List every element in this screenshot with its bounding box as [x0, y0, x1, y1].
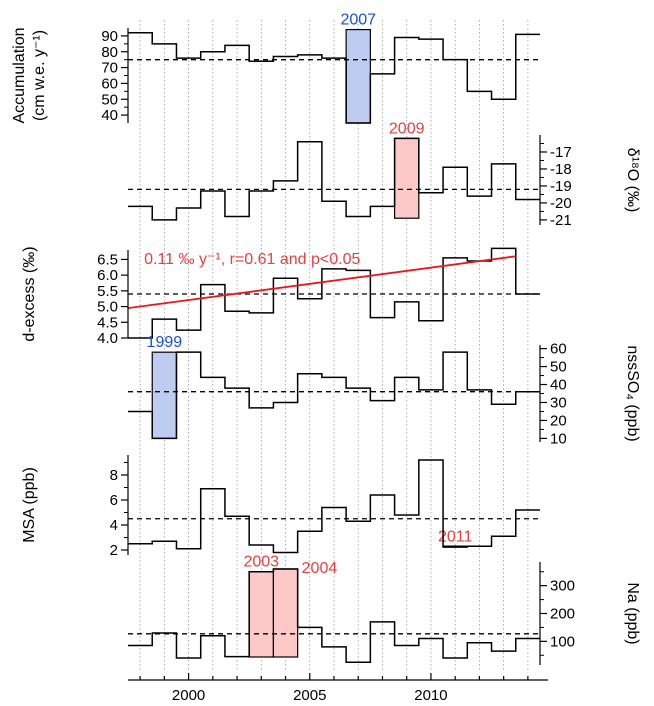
y-tick-label-Na-1: 200	[550, 606, 575, 623]
y-tick-label-d18O-4: -17	[550, 144, 572, 161]
highlight-label-2011: 2011	[438, 528, 473, 545]
series-line-MSA	[128, 459, 540, 554]
y-tick-label-d18O-1: -20	[550, 195, 572, 212]
y-tick-label-nssSO4-2: 30	[550, 394, 567, 411]
y-tick-label-Na-0: 100	[550, 633, 575, 650]
highlight-label-2003: 2003	[243, 554, 279, 571]
y-tick-label-accumulation-3: 70	[101, 60, 118, 77]
panel-d18O: 2009 -21-20-19-18-17 δ¹⁸O (‰)	[128, 120, 641, 229]
y-tick-label-Na-2: 300	[550, 578, 575, 595]
x-tick-label-2005: 2005	[293, 687, 326, 704]
highlight-bar-2007	[345, 28, 371, 124]
highlight-label-1999: 1999	[147, 334, 183, 351]
y-tick-label-dexcess-2: 5.0	[97, 299, 118, 316]
highlight-bar-2009	[393, 137, 420, 219]
y-label-nssSO4: nssSO₄ (ppb)	[624, 345, 641, 441]
y-tick-label-dexcess-3: 5.5	[97, 283, 118, 300]
y-label-Na: Na (ppb)	[624, 582, 641, 644]
highlight-label-2009: 2009	[389, 120, 425, 137]
y-tick-label-dexcess-1: 4.5	[97, 314, 118, 331]
panel-dexcess: 0.11 ‰ y⁻¹, r=0.61 and p<0.05 4.04.55.05.…	[21, 246, 540, 347]
y-tick-label-accumulation-2: 60	[101, 75, 118, 92]
highlight-bar-1999	[151, 351, 178, 440]
y-label-accumulation-0: Accumulation	[11, 27, 28, 123]
series-line-Na	[128, 568, 540, 663]
series-line-d18O	[128, 137, 540, 221]
y-tick-label-MSA-0: 2	[110, 542, 118, 559]
y-tick-label-MSA-1: 4	[110, 517, 118, 534]
y-tick-label-nssSO4-4: 50	[550, 359, 567, 376]
panel-Na: 2003 2004 100 200 300 Na (ppb)	[128, 554, 641, 665]
trend-annotation: 0.11 ‰ y⁻¹, r=0.61 and p<0.05	[144, 251, 360, 268]
x-tick-label-2000: 2000	[172, 687, 205, 704]
y-tick-label-nssSO4-0: 10	[550, 430, 567, 447]
highlight-bar-2003	[248, 571, 275, 658]
series-line-accumulation	[128, 32, 540, 124]
vertical-grid	[139, 20, 529, 672]
trend-line-dexcess	[127, 255, 516, 310]
y-tick-label-d18O-0: -21	[550, 212, 572, 229]
y-tick-label-accumulation-5: 90	[101, 28, 118, 45]
y-tick-label-dexcess-5: 6.5	[97, 251, 118, 268]
y-tick-label-accumulation-1: 50	[101, 91, 118, 108]
y-tick-label-MSA-2: 6	[110, 492, 118, 509]
highlight-bar-2004	[272, 568, 299, 658]
y-label-MSA-0: MSA (ppb)	[21, 467, 38, 543]
y-tick-label-d18O-3: -18	[550, 161, 572, 178]
y-tick-label-MSA-3: 8	[110, 467, 118, 484]
series-line-nssSO4	[128, 351, 540, 440]
series-line-dexcess	[128, 247, 540, 339]
x-axis: 2000 2005 2010	[128, 673, 548, 704]
y-tick-label-nssSO4-1: 20	[550, 412, 567, 429]
y-tick-label-accumulation-0: 40	[101, 107, 118, 124]
y-tick-label-nssSO4-5: 60	[550, 341, 567, 358]
x-tick-label-2010: 2010	[414, 687, 447, 704]
highlight-label-2007: 2007	[340, 12, 376, 29]
y-tick-label-d18O-2: -19	[550, 178, 572, 195]
y-label-dexcess-0: d-excess (‰)	[21, 246, 38, 341]
y-tick-label-dexcess-4: 6.0	[97, 267, 118, 284]
y-label-d18O: δ¹⁸O (‰)	[624, 148, 641, 213]
y-tick-label-dexcess-0: 4.0	[97, 330, 118, 347]
y-tick-label-nssSO4-3: 40	[550, 377, 567, 394]
highlight-label-2004: 2004	[302, 560, 338, 577]
y-label-accumulation-1: (cm w.e. y⁻¹)	[31, 30, 48, 121]
y-tick-label-accumulation-4: 80	[101, 44, 118, 61]
panel-MSA: 2011 2 4 6 8 MSA (ppb)	[21, 455, 540, 559]
